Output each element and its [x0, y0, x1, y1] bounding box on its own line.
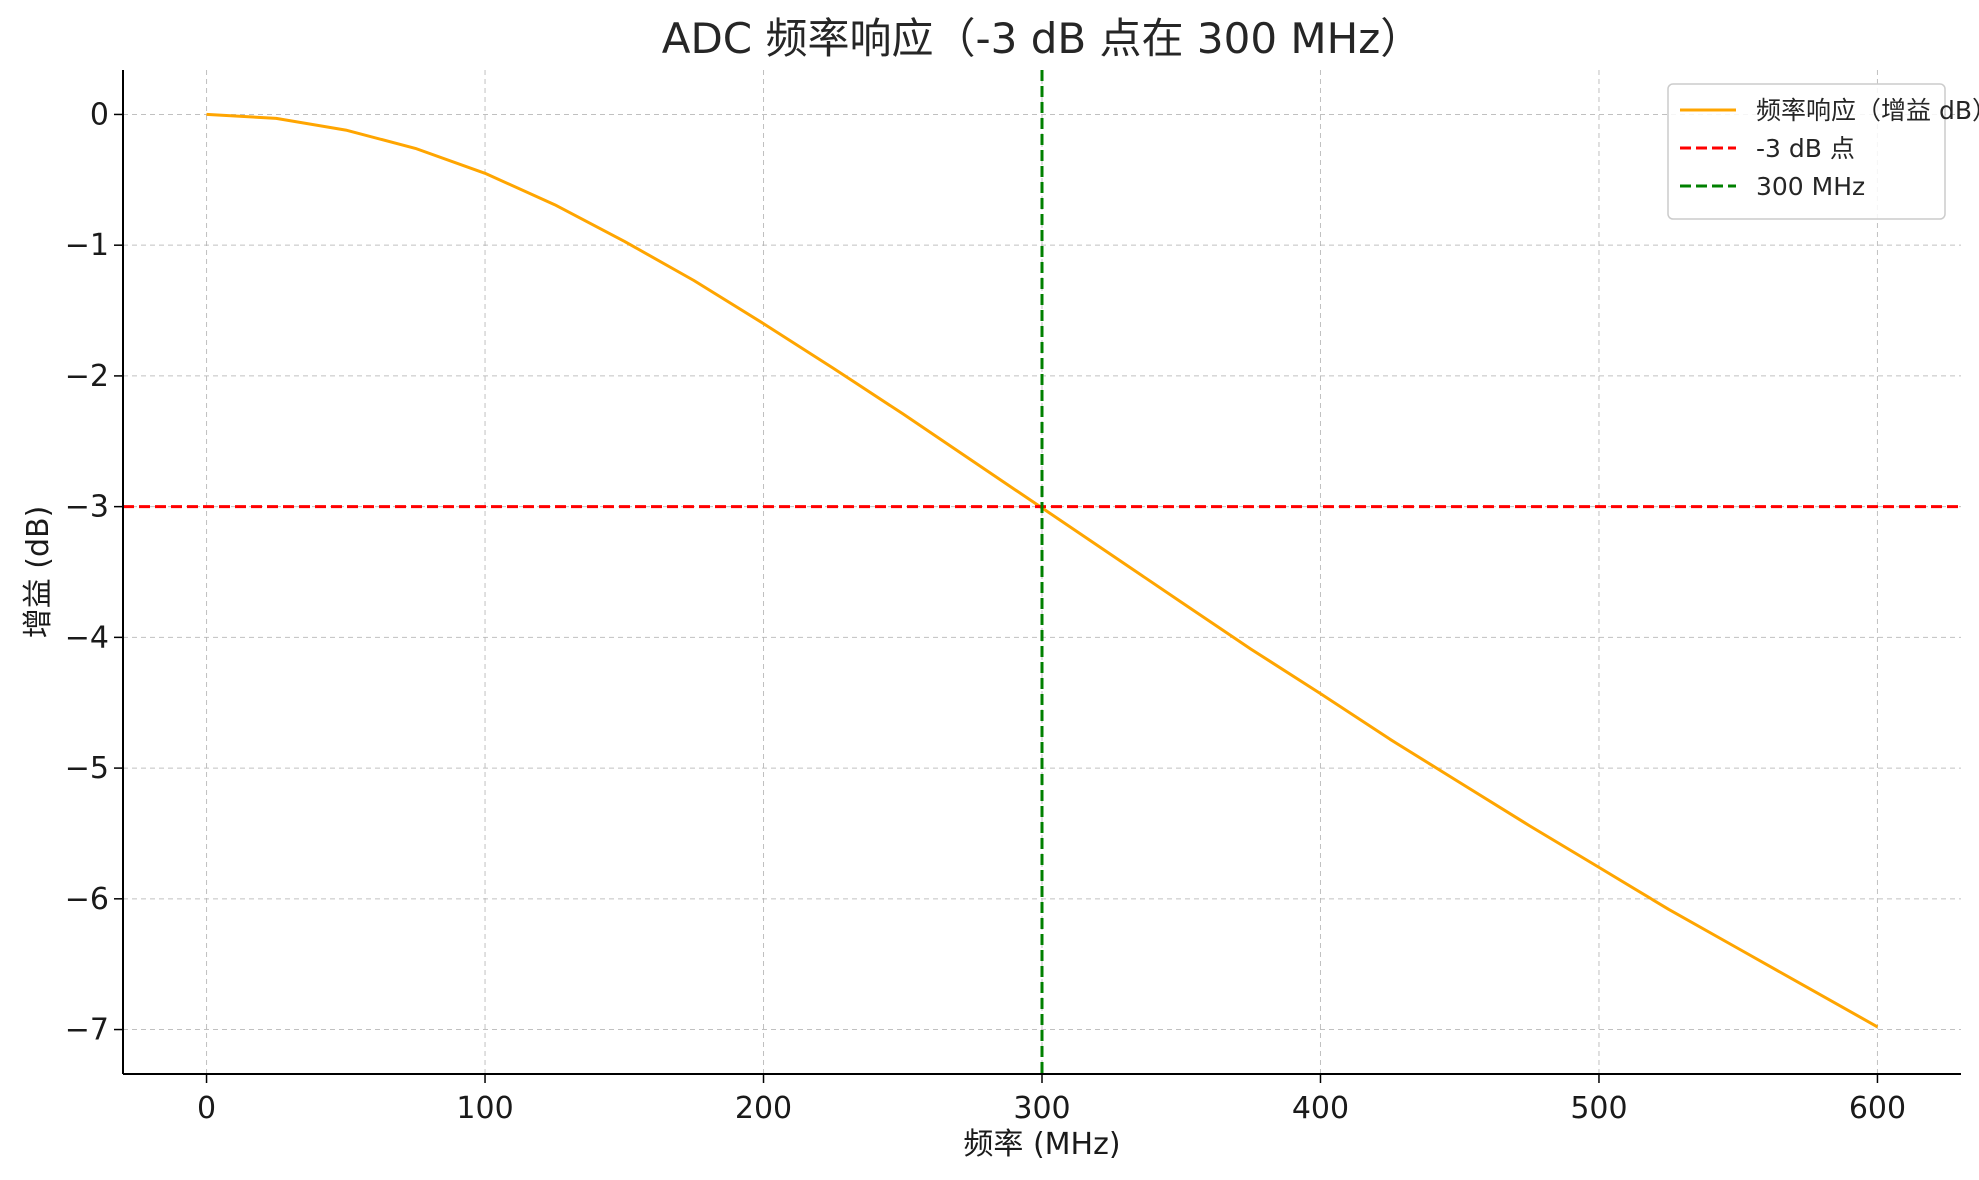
y-tick-label: −6	[65, 882, 109, 917]
y-tick-label: −5	[65, 751, 109, 786]
legend-label: -3 dB 点	[1756, 134, 1855, 163]
plot-series	[123, 70, 1961, 1074]
y-axis-label: 增益 (dB)	[21, 506, 56, 639]
x-tick-label: 400	[1292, 1091, 1349, 1126]
legend-label: 频率响应（增益 dB）	[1756, 96, 1979, 125]
y-tick-label: −4	[65, 620, 109, 655]
legend: 频率响应（增益 dB） -3 dB 点 300 MHz	[1667, 83, 1979, 220]
y-tick-label: −7	[65, 1013, 109, 1048]
x-tick-label: 600	[1849, 1091, 1906, 1126]
x-tick-label: 500	[1570, 1091, 1627, 1126]
chart-title: ADC 频率响应（-3 dB 点在 300 MHz）	[662, 14, 1423, 63]
x-tick-label: 0	[197, 1091, 216, 1126]
x-axis-label: 频率 (MHz)	[963, 1127, 1120, 1162]
ticks: 0 100 200 300 400 500 600 0 −1 −2 −3 −4 −5 −6 −7	[65, 97, 1906, 1126]
y-tick-label: 0	[90, 97, 109, 132]
x-tick-label: 300	[1013, 1091, 1070, 1126]
y-tick-label: −1	[65, 228, 109, 263]
legend-label: 300 MHz	[1756, 172, 1865, 201]
x-tick-label: 200	[735, 1091, 792, 1126]
legend-box	[1667, 83, 1946, 220]
x-tick-label: 100	[456, 1091, 513, 1126]
y-tick-label: −2	[65, 359, 109, 394]
y-tick-label: −3	[65, 490, 109, 525]
